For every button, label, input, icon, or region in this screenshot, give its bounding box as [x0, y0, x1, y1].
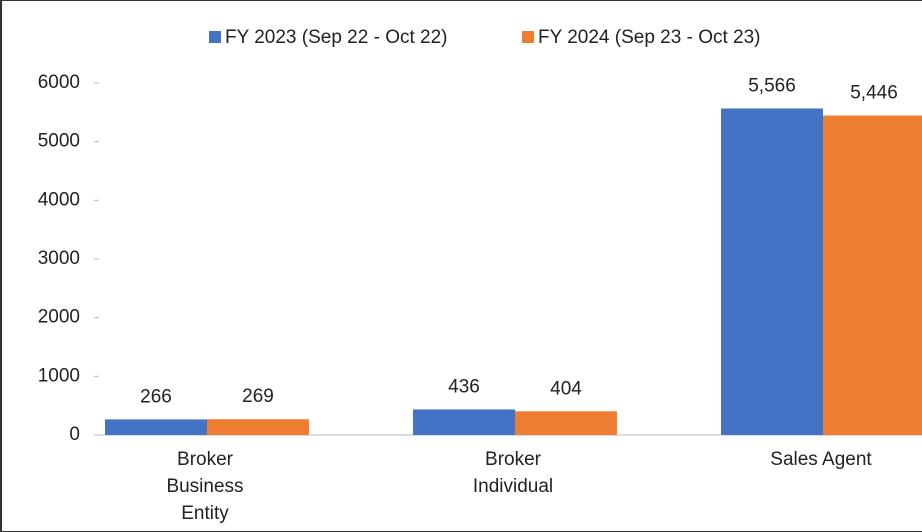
y-tick-label: 3000	[38, 248, 80, 269]
data-label: 5,566	[748, 75, 796, 96]
bar	[207, 419, 309, 435]
bar	[515, 411, 617, 435]
y-tick-label: 6000	[38, 72, 80, 93]
legend-label: FY 2024 (Sep 23 - Oct 23)	[538, 27, 761, 48]
x-tick-label: Sales Agent	[770, 449, 872, 470]
legend-swatch	[209, 31, 221, 43]
y-tick-label: 1000	[38, 365, 80, 386]
y-tick-label: 4000	[38, 189, 80, 210]
y-tick-label: 5000	[38, 131, 80, 152]
data-label: 269	[242, 386, 274, 407]
data-label: 5,446	[850, 83, 898, 104]
x-tick-label: Broker Individual	[472, 449, 554, 497]
legend-label: FY 2023 (Sep 22 - Oct 22)	[225, 27, 448, 48]
bar	[413, 409, 515, 435]
x-tick-label: Broker Business Entity	[166, 449, 244, 524]
data-label: 266	[140, 386, 172, 407]
data-label: 404	[550, 378, 582, 399]
bar	[105, 419, 207, 435]
y-tick-label: 2000	[38, 307, 80, 328]
bar	[721, 108, 823, 435]
bar	[823, 115, 922, 435]
y-tick-label: 0	[69, 424, 80, 445]
data-label: 436	[448, 376, 480, 397]
legend-swatch	[522, 31, 534, 43]
